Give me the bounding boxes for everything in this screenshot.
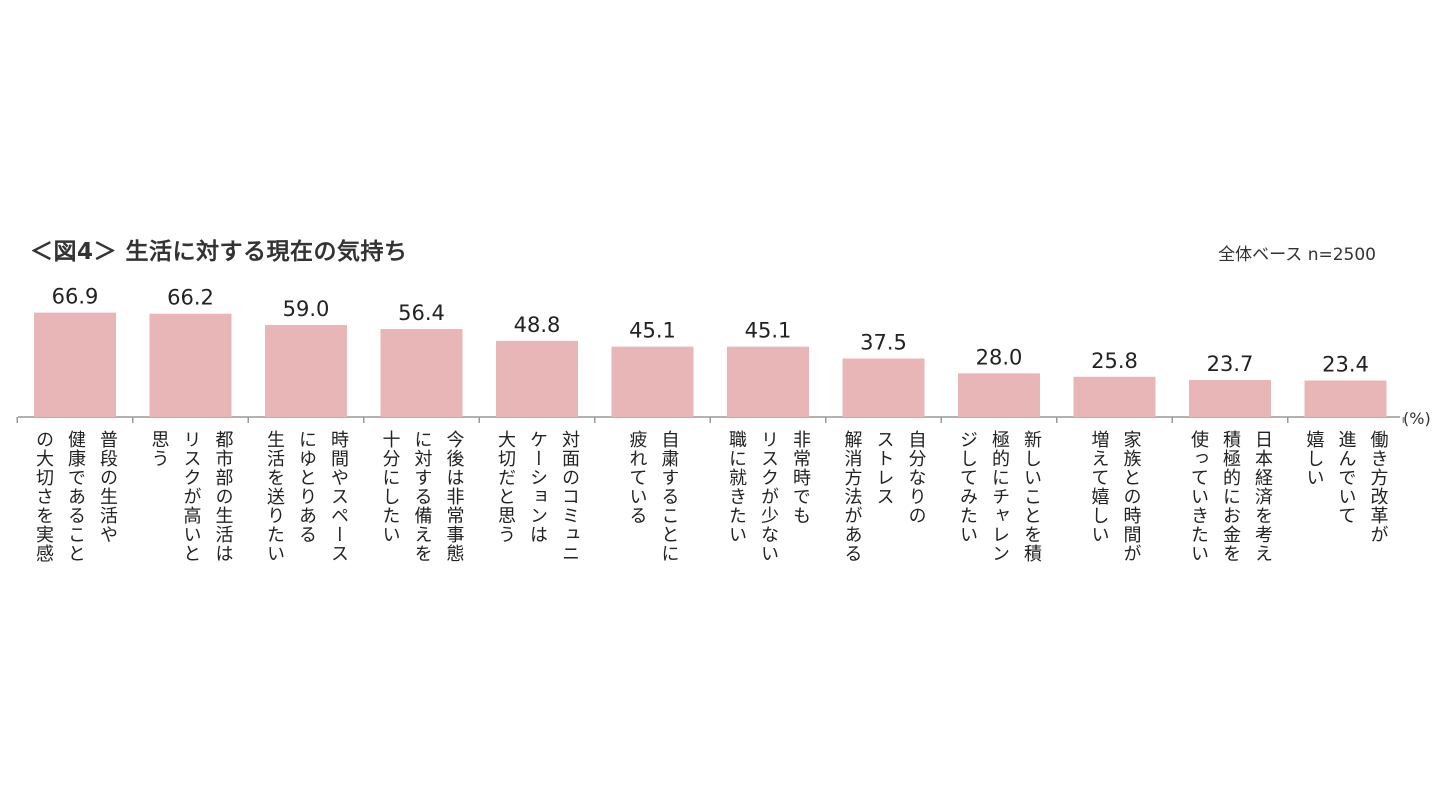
data-label: 45.1 bbox=[745, 319, 792, 343]
bar bbox=[958, 373, 1040, 417]
category-label-line: 進んでいて bbox=[1335, 430, 1357, 525]
chart-title: ＜図4＞ 生活に対する現在の気持ち bbox=[30, 239, 408, 265]
bar bbox=[265, 324, 347, 417]
base-note: 全体ベース n=2500 bbox=[1218, 245, 1376, 265]
category-label-line: 時間やスペース bbox=[328, 430, 349, 563]
category-label-line: 自粛することに bbox=[658, 430, 680, 563]
category-label: 対面のコミュニ ケーションは 大切だと思う bbox=[487, 430, 587, 590]
data-label: 37.5 bbox=[860, 331, 907, 355]
bar bbox=[727, 346, 809, 417]
bar bbox=[149, 313, 232, 417]
category-label-line: 解消方法がある bbox=[841, 430, 863, 563]
category-label-line: 極的にチャレン bbox=[989, 430, 1010, 563]
unit-label: (%) bbox=[1403, 409, 1431, 428]
data-label: 25.8 bbox=[1091, 349, 1138, 373]
category-label-line: 増えて嬉しい bbox=[1088, 430, 1110, 544]
data-label: 56.4 bbox=[398, 301, 445, 325]
category-label-line: ストレス bbox=[873, 430, 895, 506]
category-label-line: 日本経済を考え bbox=[1252, 430, 1273, 563]
category-label-line: にゆとりある bbox=[296, 430, 317, 544]
bar bbox=[1073, 376, 1156, 417]
category-label-line: リスクが高いと bbox=[180, 430, 202, 563]
category-label: 時間やスペース にゆとりある 生活を送りたい bbox=[256, 430, 356, 590]
category-label: 家族との時間が 増えて嬉しい bbox=[1065, 430, 1165, 590]
category-label: 今後は非常事態 に対する備えを 十分にしたい bbox=[372, 430, 472, 590]
data-label: 66.2 bbox=[167, 286, 214, 310]
category-label: 日本経済を考え 積極的にお金を 使っていきたい bbox=[1180, 430, 1280, 590]
category-label: 働き方改革が 進んでいて 嬉しい bbox=[1296, 430, 1396, 590]
bar bbox=[1304, 380, 1387, 417]
category-label-line: の大切さを実感 bbox=[33, 430, 54, 563]
bar bbox=[34, 312, 116, 417]
data-label: 23.4 bbox=[1322, 352, 1369, 376]
category-label-line: 新しいことを積 bbox=[1021, 430, 1042, 563]
category-label: 自粛することに 疲れている bbox=[603, 430, 703, 590]
bar bbox=[611, 346, 694, 417]
data-label: 23.7 bbox=[1207, 352, 1254, 376]
category-label: 普段の生活や 健康であること の大切さを実感 bbox=[25, 430, 125, 590]
category-label-line: に対する備えを bbox=[411, 430, 433, 563]
bar bbox=[1189, 380, 1271, 417]
category-label-line: 対面のコミュニ bbox=[559, 430, 580, 563]
category-label-line: 使っていきたい bbox=[1188, 430, 1209, 563]
category-label: 自分なりの ストレス 解消方法がある bbox=[834, 430, 934, 590]
data-label: 59.0 bbox=[283, 297, 330, 321]
category-label-line: 今後は非常事態 bbox=[443, 430, 465, 563]
category-label-line: 家族との時間が bbox=[1120, 430, 1142, 563]
category-label-line: 働き方改革が bbox=[1367, 430, 1389, 544]
data-label: 48.8 bbox=[514, 313, 561, 337]
data-label: 66.9 bbox=[52, 285, 99, 309]
bar bbox=[842, 358, 925, 417]
category-label: 非常時でも リスクが少ない 職に就きたい bbox=[718, 430, 818, 590]
category-label: 新しいことを積 極的にチャレン ジしてみたい bbox=[949, 430, 1049, 590]
category-label-line: 思う bbox=[148, 430, 170, 468]
data-label: 45.1 bbox=[629, 319, 676, 343]
category-label-line: 嬉しい bbox=[1303, 430, 1325, 487]
category-label-line: 普段の生活や bbox=[97, 430, 118, 544]
bar bbox=[496, 340, 578, 417]
category-label-line: 都市部の生活は bbox=[212, 430, 234, 563]
category-label-line: 大切だと思う bbox=[495, 430, 516, 544]
category-label-line: 職に就きたい bbox=[726, 430, 747, 544]
category-label-line: ジしてみたい bbox=[957, 430, 978, 544]
category-label-line: 健康であること bbox=[65, 430, 86, 563]
category-label-line: 十分にしたい bbox=[379, 430, 401, 544]
category-label-line: リスクが少ない bbox=[758, 430, 779, 563]
category-label-line: ケーションは bbox=[527, 430, 548, 544]
category-label-line: 積極的にお金を bbox=[1220, 430, 1241, 563]
data-label: 28.0 bbox=[976, 345, 1023, 369]
category-label-line: 非常時でも bbox=[790, 430, 811, 525]
category-label-line: 自分なりの bbox=[905, 430, 927, 525]
category-label: 都市部の生活は リスクが高いと 思う bbox=[141, 430, 241, 590]
category-label-line: 疲れている bbox=[626, 430, 648, 525]
bar bbox=[380, 329, 463, 417]
category-label-line: 生活を送りたい bbox=[264, 430, 285, 563]
